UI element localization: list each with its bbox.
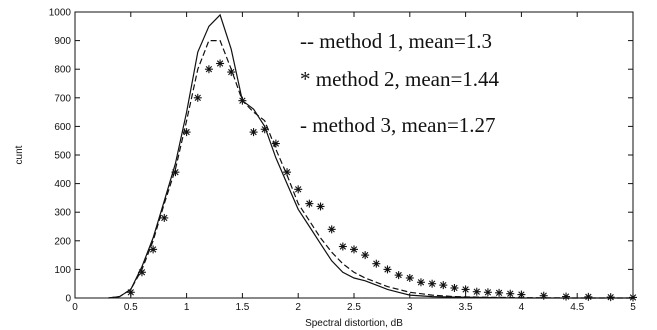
series-2-point — [361, 251, 370, 260]
series-2-point — [383, 265, 392, 274]
series-2-point — [350, 245, 358, 254]
series-2-point — [193, 93, 202, 102]
series-2-point — [372, 259, 381, 268]
y-tick-label: 200 — [54, 236, 71, 247]
y-tick-label: 500 — [54, 151, 71, 162]
series-2-point — [160, 213, 169, 222]
series-2-point — [461, 285, 470, 294]
plot-frame — [74, 11, 634, 299]
series-2-point — [327, 225, 336, 234]
y-tick-label: 300 — [54, 208, 71, 219]
y-tick-label: 900 — [54, 36, 71, 47]
series-2-point — [338, 242, 347, 251]
series-2-point — [584, 292, 593, 301]
series-2-point — [562, 292, 571, 301]
series-2-point — [483, 288, 492, 297]
series-2-point — [428, 279, 437, 288]
series-2-point — [216, 59, 225, 68]
x-tick-label: 3.5 — [459, 302, 473, 313]
y-tick-label: 400 — [54, 179, 71, 190]
x-tick-label: 2.5 — [347, 302, 361, 313]
legend-entry-3: - method 3, mean=1.27 — [300, 113, 496, 137]
series-2-point — [227, 68, 236, 77]
legend: -- method 1, mean=1.3 * method 2, mean=1.… — [300, 29, 500, 137]
series-2-point — [316, 202, 325, 211]
series-2-point — [394, 271, 403, 280]
y-axis-label: cunt — [14, 145, 25, 164]
series-2-point — [405, 273, 414, 282]
series-1 — [108, 40, 633, 299]
series-2 — [126, 59, 637, 302]
x-tick-label: 0 — [72, 302, 78, 313]
series-2-point — [149, 245, 158, 254]
x-tick-label: 0.5 — [124, 302, 138, 313]
x-tick-label: 3 — [407, 302, 413, 313]
series-2-point — [182, 128, 191, 137]
x-tick-label: 2 — [295, 302, 301, 313]
series-layer — [108, 13, 637, 302]
series-2-point — [271, 139, 280, 148]
legend-entry-2: * method 2, mean=1.44 — [300, 67, 500, 91]
x-tick-label: 1.5 — [235, 302, 249, 313]
series-2-point — [204, 65, 213, 74]
series-1-line — [108, 40, 633, 299]
x-tick-label: 4.5 — [570, 302, 584, 313]
series-2-point — [283, 168, 292, 177]
x-tick-label: 5 — [630, 302, 636, 313]
x-tick-label: 1 — [184, 302, 190, 313]
series-2-point — [517, 290, 526, 299]
series-2-point — [506, 289, 515, 298]
legend-entry-1: -- method 1, mean=1.3 — [300, 29, 492, 53]
y-tick-label: 0 — [65, 294, 71, 305]
y-tick-label: 1000 — [49, 8, 72, 19]
series-3 — [108, 13, 633, 299]
x-axis-label: Spectral distortion, dB — [305, 318, 403, 329]
series-2-point — [439, 281, 448, 290]
y-tick-label: 800 — [54, 65, 71, 76]
series-2-point — [495, 288, 504, 297]
y-tick-label: 100 — [54, 265, 71, 276]
series-2-point — [606, 293, 615, 302]
y-tick-label: 700 — [54, 93, 71, 104]
x-tick-label: 4 — [519, 302, 525, 313]
series-3-line — [108, 13, 633, 299]
series-2-point — [450, 283, 459, 292]
series-2-point — [249, 128, 258, 137]
series-2-point — [294, 185, 303, 194]
series-2-point — [472, 287, 481, 296]
series-2-point — [305, 199, 314, 208]
axes: 0 0.5 1 1.5 2 2.5 3 3.5 4 4.5 5 0 100 200 300 400 500 600… — [49, 8, 636, 314]
y-tick-label: 600 — [54, 122, 71, 133]
series-2-point — [416, 278, 425, 287]
